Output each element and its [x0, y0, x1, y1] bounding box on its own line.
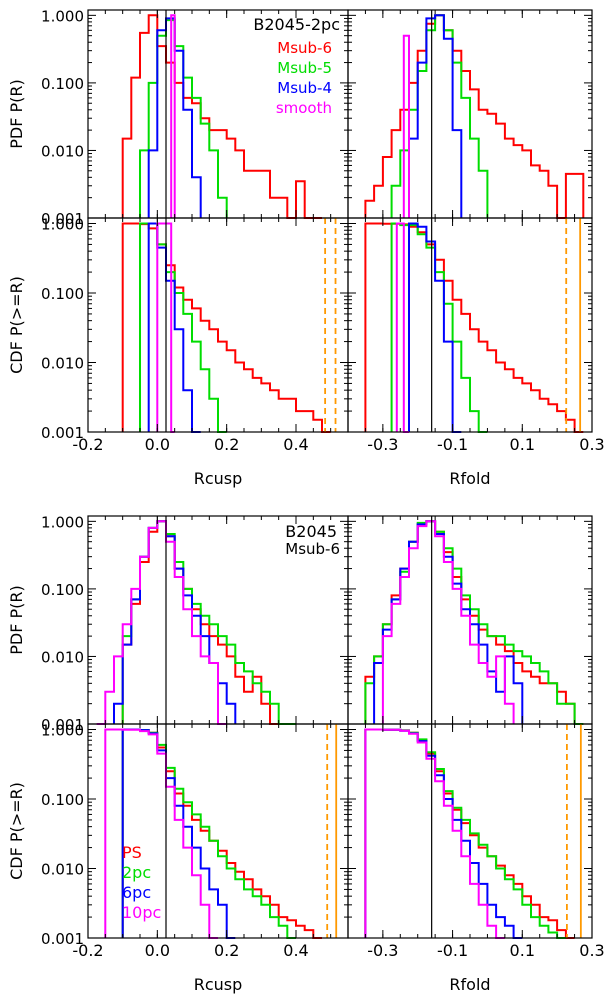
panel-pdf_cusp [87, 515, 349, 725]
y-tick-label: 0.010 [41, 142, 84, 160]
series-6pc [364, 728, 523, 939]
series-2pc [364, 520, 584, 725]
series-smooth [170, 14, 176, 218]
x-tick-label: 0.0 [145, 941, 170, 960]
legend-entry: PS [122, 843, 142, 862]
series-10pc [381, 520, 515, 724]
series-Msub-6 [364, 222, 584, 433]
x-tick-label: 0.1 [510, 435, 535, 454]
series-2pc [364, 728, 566, 939]
x-tick-label: 0.4 [283, 435, 308, 454]
legend-entry: 2pc [122, 863, 151, 882]
panel-pdf_fold [347, 9, 593, 219]
legend-entry: 10pc [122, 903, 161, 922]
panel-pdf_fold [347, 515, 593, 725]
x-tick-label: 0.1 [510, 941, 535, 960]
y-tick-label: 1.000 [41, 513, 84, 531]
x-axis-title: Rfold [449, 975, 490, 994]
y-tick-label: 0.100 [41, 285, 84, 303]
x-tick-label: -0.1 [437, 435, 468, 454]
y-tick-label: 0.100 [41, 791, 84, 809]
legend-entry: Msub-6 [277, 39, 332, 57]
x-axis-title: Rfold [449, 469, 490, 488]
y-axis-title: PDF P(R) [7, 79, 26, 149]
panel-cdf_fold [347, 217, 593, 433]
series-smooth [402, 34, 410, 218]
x-tick-label: 0.2 [214, 941, 239, 960]
annotation: B2045 [285, 522, 337, 541]
x-tick-label: 0.3 [579, 941, 604, 960]
x-tick-label: 0.4 [283, 941, 308, 960]
x-tick-label: -0.2 [72, 435, 103, 454]
y-tick-label: 0.001 [41, 210, 84, 228]
x-tick-label: -0.3 [367, 435, 398, 454]
y-tick-label: 1.000 [41, 7, 84, 25]
y-tick-label: 0.001 [41, 930, 84, 948]
y-tick-label: 0.010 [41, 355, 84, 373]
series-Msub-4 [408, 14, 463, 218]
y-axis-title: CDF P(>=R) [7, 782, 26, 880]
legend-entry: Msub-4 [277, 79, 332, 97]
x-tick-label: 0.2 [214, 435, 239, 454]
y-tick-label: 1.000 [41, 216, 84, 234]
x-axis-title: Rcusp [194, 975, 243, 994]
series-PS [364, 520, 584, 725]
series-Msub-5 [390, 222, 488, 433]
annotation: B2045-2pc [253, 15, 340, 34]
annotation: Msub-6 [285, 540, 340, 558]
y-tick-label: 0.010 [41, 648, 84, 666]
series-Msub-6 [121, 222, 331, 433]
y-axis-title: CDF P(>=R) [7, 276, 26, 374]
y-tick-label: 0.100 [41, 581, 84, 599]
y-tick-label: 0.100 [41, 75, 84, 93]
x-axis-title: Rcusp [194, 469, 243, 488]
y-tick-label: 0.001 [41, 716, 84, 734]
x-tick-label: -0.3 [367, 941, 398, 960]
x-tick-label: -0.2 [72, 941, 103, 960]
panel-cdf_fold [347, 723, 593, 939]
series-Msub-5 [390, 14, 489, 218]
legend-entry: 6pc [122, 883, 151, 902]
y-axis-title: PDF P(R) [7, 585, 26, 655]
series-Msub-6 [364, 14, 585, 219]
series-6pc [373, 520, 524, 724]
x-tick-label: -0.1 [437, 941, 468, 960]
series-10pc [96, 520, 227, 725]
y-tick-label: 0.010 [41, 861, 84, 879]
y-tick-label: 0.001 [41, 424, 84, 442]
x-tick-label: 0.3 [579, 435, 604, 454]
legend-entry: Msub-5 [277, 59, 332, 77]
series-Msub-4 [408, 222, 462, 433]
series-smooth [395, 222, 409, 433]
series-Msub-5 [139, 222, 227, 433]
panel-cdf_cusp [87, 723, 349, 939]
panel-cdf_cusp [87, 217, 349, 433]
legend-entry: smooth [276, 99, 332, 117]
series-10pc [364, 728, 505, 939]
y-tick-label: 1.000 [41, 722, 84, 740]
x-tick-label: 0.0 [145, 435, 170, 454]
series-PS [121, 728, 322, 939]
